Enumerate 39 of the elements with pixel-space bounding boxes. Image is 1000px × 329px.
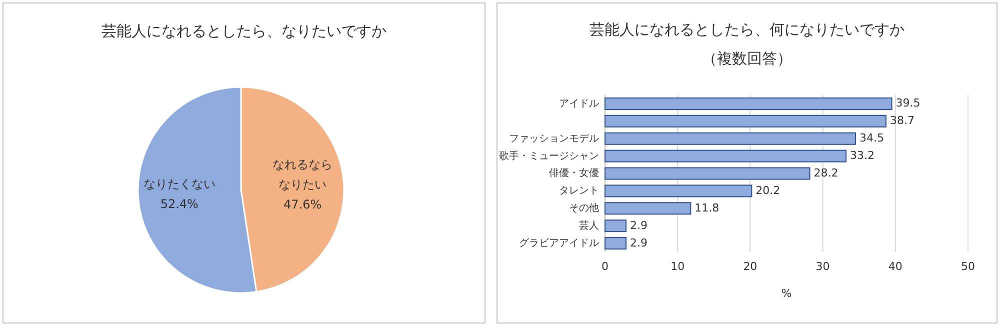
bar <box>604 184 752 198</box>
data-label: 39.5 <box>896 96 920 110</box>
chart-title: 芸能人になれるとしたら、なりたいですか <box>102 22 386 40</box>
y-tick-label: 俳優・女優 <box>549 167 599 180</box>
bar <box>604 167 810 180</box>
data-label: 47.6% <box>284 198 322 212</box>
x-tick-label: 0 <box>602 260 608 273</box>
bar <box>604 150 847 162</box>
y-tick-label: ファッションモデル <box>509 133 599 144</box>
x-tick-label: 50 <box>961 260 975 273</box>
x-tick-label: 10 <box>670 260 685 273</box>
data-label: 28.2 <box>814 166 838 180</box>
data-label: 38.7 <box>890 114 914 128</box>
bar <box>604 202 692 215</box>
bar <box>604 97 892 110</box>
y-tick-label: その他 <box>569 202 599 214</box>
x-axis-title: % <box>781 287 792 300</box>
bar <box>604 220 627 232</box>
bar <box>604 114 886 128</box>
chart-title: 芸能人になれるとしたら、何になりたいですか（複数回答） <box>590 20 904 68</box>
data-label: 52.4% <box>160 196 198 211</box>
y-tick-label: 芸人 <box>579 220 599 232</box>
data-label: 33.2 <box>850 149 875 162</box>
y-tick-label: グラビアアイドル <box>519 238 599 250</box>
data-label: 11.8 <box>694 201 720 214</box>
slice-label: なりたくない <box>143 176 216 191</box>
bar <box>604 132 856 145</box>
y-tick-label: タレント <box>559 186 599 197</box>
x-tick-label: 20 <box>743 260 758 273</box>
x-tick-label: 40 <box>888 260 902 273</box>
slice-label: なれるならなりたい <box>272 158 333 192</box>
data-label: 2.9 <box>630 236 648 250</box>
x-tick-label: 30 <box>816 260 830 273</box>
data-label: 34.5 <box>859 132 884 145</box>
y-tick-label: 歌手・ミュージシャン <box>499 150 599 162</box>
data-label: 2.9 <box>630 218 648 232</box>
y-tick-label: アイドル <box>559 98 599 110</box>
bar <box>604 237 627 250</box>
data-label: 20.2 <box>756 184 780 197</box>
